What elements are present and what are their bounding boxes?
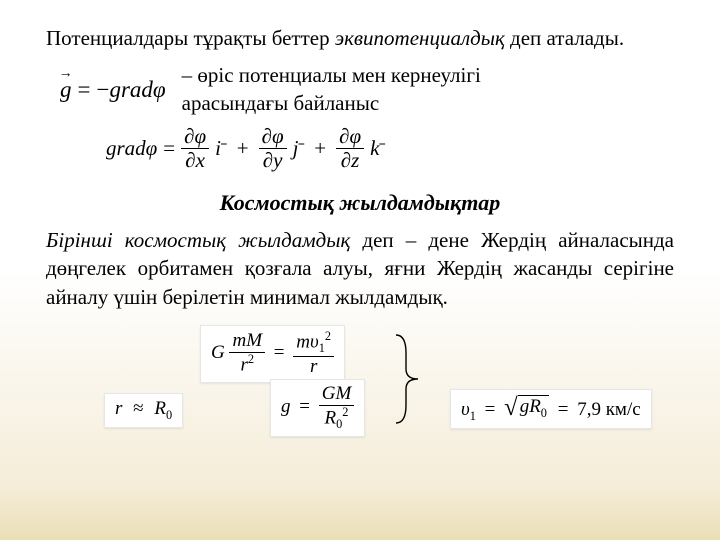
eq1-desc-line1: – өріс потенциалы мен кернеулігі <box>182 62 481 89</box>
eq1-desc-line2: арасындағы байланыс <box>182 90 481 117</box>
eq2-term1-frac: ∂φ ∂x <box>181 125 209 172</box>
eq2-formula: gradφ = ∂φ ∂x i⎯ + ∂φ ∂y j⎯ + ∂φ ∂z k⎯ <box>106 125 674 172</box>
eq2-term3-frac: ∂φ ∂z <box>336 125 364 172</box>
eq2-term3-vec: k⎯ <box>370 136 385 161</box>
intro-text-after: деп аталады. <box>505 26 624 50</box>
eq2-equals: = <box>163 136 175 161</box>
eq2-term2-den: ∂y <box>259 149 287 172</box>
eq2-lhs: gradφ <box>106 136 157 161</box>
eq1-equals: = <box>78 77 91 103</box>
intro-italic: эквипотенциалдық <box>335 26 505 50</box>
section-heading: Космостық жылдамдықтар <box>46 190 674 216</box>
intro-text-before: Потенциалдары тұрақты беттер <box>46 26 335 50</box>
eq-gravity-force: G mM r2 = mυ12 r <box>200 325 345 383</box>
eq2-term3-den: ∂z <box>336 149 364 172</box>
eq1-minus: − <box>96 77 109 103</box>
eq2-term1-vec: i⎯ <box>215 136 227 161</box>
eq2-plus1: + <box>237 136 249 161</box>
eq1-formula: g = − gradφ <box>60 77 166 103</box>
bottom-equations: G mM r2 = mυ12 r r ≈ R0 g <box>46 325 674 435</box>
intro-paragraph: Потенциалдары тұрақты беттер эквипотенци… <box>46 24 674 52</box>
eq-first-cosmic-velocity: υ1 = √ gR0 = 7,9 км/с <box>450 389 652 429</box>
eq-radius-approx: r ≈ R0 <box>104 393 183 428</box>
eq2-term2-num: ∂φ <box>259 125 287 149</box>
curly-brace-icon <box>388 331 428 427</box>
cosmic-velocity-paragraph: Бірінші космостық жылдамдық деп – дене Ж… <box>46 226 674 311</box>
eq2-term3-num: ∂φ <box>336 125 364 149</box>
eq1-description: – өріс потенциалы мен кернеулігі арасынд… <box>182 62 481 117</box>
eq2-term1-num: ∂φ <box>181 125 209 149</box>
eq2-term2-vec: j⎯ <box>293 136 305 161</box>
para2-italic: Бірінші космостық жылдамдық <box>46 228 350 252</box>
eq2-term1-den: ∂x <box>181 149 209 172</box>
eq1-g-vector: g <box>60 77 72 103</box>
eq1-phi: φ <box>153 77 166 103</box>
eq1-grad: grad <box>109 77 152 103</box>
eq-g-definition: g = GM R02 <box>270 379 365 437</box>
eq2-wrap: gradφ = ∂φ ∂x i⎯ + ∂φ ∂y j⎯ + ∂φ ∂z k⎯ <box>106 125 674 172</box>
eq2-term2-frac: ∂φ ∂y <box>259 125 287 172</box>
eq2-plus2: + <box>314 136 326 161</box>
eq1-row: g = − gradφ – өріс потенциалы мен кернеу… <box>60 62 674 117</box>
